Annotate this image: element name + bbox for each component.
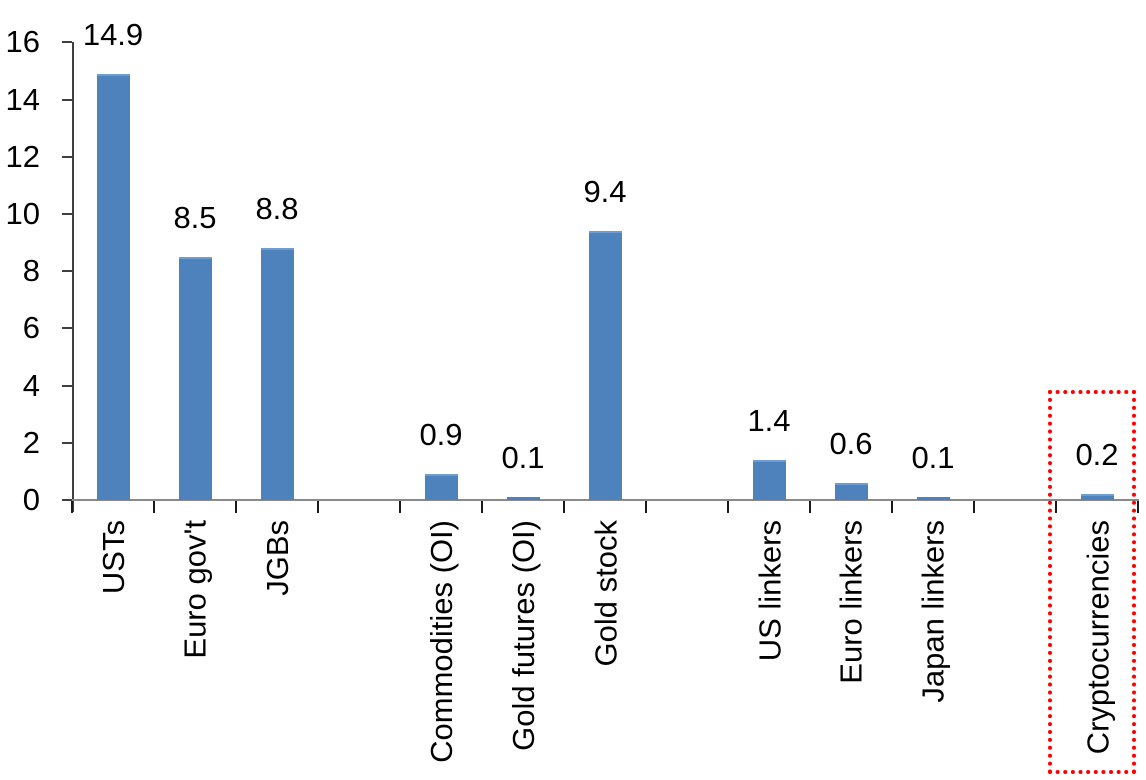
y-axis-tick <box>62 41 72 44</box>
bar-usts <box>96 73 130 500</box>
y-tick-label: 2 <box>22 424 40 460</box>
y-axis-tick <box>62 98 72 101</box>
bar-gold-stock <box>588 231 622 500</box>
x-axis-tick <box>481 501 483 513</box>
x-axis-tick <box>399 501 401 513</box>
x-axis-tick <box>1137 501 1139 513</box>
category-label: Gold futures (OI) <box>506 520 541 751</box>
bar-value-label: 14.9 <box>82 16 144 52</box>
x-axis-line <box>71 499 1139 501</box>
bar-gold-futures-oi <box>506 497 540 500</box>
x-axis-tick <box>563 501 565 513</box>
y-tick-label: 12 <box>5 138 40 174</box>
x-axis-tick <box>1055 501 1057 513</box>
y-axis-tick <box>62 155 72 158</box>
bar-jgbs <box>260 248 294 500</box>
category-label: USTs <box>96 520 131 595</box>
category-label: JGBs <box>260 520 295 596</box>
highlight-box <box>1048 390 1136 774</box>
y-axis-tick <box>62 499 72 501</box>
bar-euro-linkers <box>834 482 868 500</box>
category-label: Euro linkers <box>834 520 869 684</box>
x-axis-tick <box>727 501 729 513</box>
x-axis-tick <box>809 501 811 513</box>
x-axis-tick <box>235 501 237 513</box>
bar-value-label: 0.1 <box>911 440 955 476</box>
bar-value-label: 8.5 <box>173 199 217 235</box>
bar-euro-gov-t <box>178 256 212 500</box>
category-label: Gold stock <box>588 520 623 667</box>
bar-cryptocurrencies <box>1080 494 1114 500</box>
category-label: US linkers <box>752 520 787 662</box>
y-tick-label: 8 <box>22 253 40 289</box>
bar-value-label: 0.2 <box>1075 437 1119 473</box>
y-axis-tick <box>62 327 72 330</box>
bar-value-label: 9.4 <box>583 174 627 210</box>
y-tick-label: 16 <box>5 24 40 60</box>
y-tick-label: 6 <box>22 310 40 346</box>
bar-value-label: 8.8 <box>255 191 299 227</box>
x-axis-tick <box>71 501 73 513</box>
y-tick-label: 0 <box>22 482 40 517</box>
y-tick-label: 4 <box>22 367 40 403</box>
y-axis-tick <box>62 270 72 273</box>
y-axis-tick <box>62 441 72 444</box>
x-axis-tick <box>153 501 155 513</box>
bar-value-label: 0.6 <box>829 425 873 461</box>
x-axis-tick <box>891 501 893 513</box>
y-tick-label: 14 <box>5 81 40 117</box>
y-axis-tick <box>62 213 72 215</box>
bar-value-label: 0.1 <box>501 440 545 476</box>
x-axis-tick <box>973 501 975 513</box>
bar-us-linkers <box>752 459 786 500</box>
y-tick-label: 10 <box>5 196 40 231</box>
category-label: Japan linkers <box>916 520 951 703</box>
category-label: Commodities (OI) <box>424 520 459 763</box>
x-axis-tick <box>317 501 319 513</box>
bar-value-label: 0.9 <box>419 417 463 453</box>
bar-commodities-oi <box>424 474 458 500</box>
category-label: Euro gov't <box>178 520 213 659</box>
x-axis-tick <box>645 501 647 513</box>
y-axis-line <box>72 42 74 512</box>
y-axis-tick <box>62 384 72 387</box>
bar-japan-linkers <box>916 497 950 500</box>
bar-value-label: 1.4 <box>747 402 791 438</box>
